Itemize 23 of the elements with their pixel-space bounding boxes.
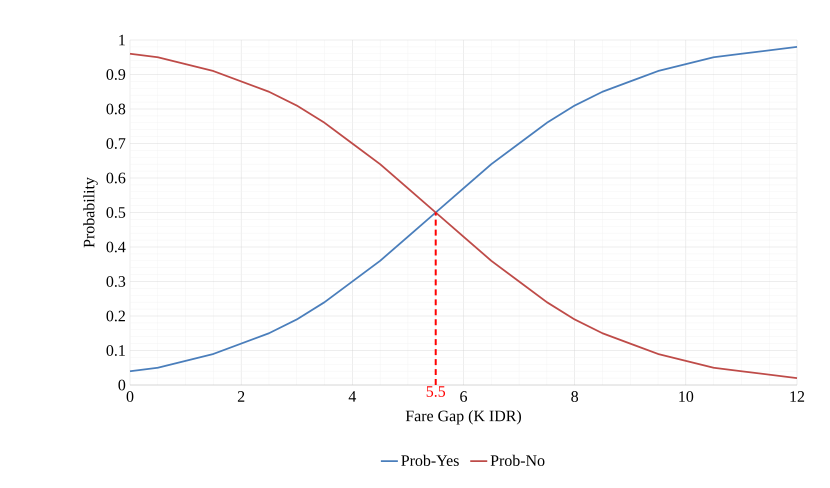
x-tick-label: 10 <box>679 391 694 402</box>
y-tick-label: 0.2 <box>106 310 125 322</box>
y-tick-label: 0.4 <box>106 242 126 252</box>
x-tick-label: 12 <box>790 391 804 402</box>
y-tick-label: 0.7 <box>106 138 126 149</box>
y-axis-title: Probability <box>83 177 98 248</box>
y-tick-label: 0.6 <box>106 172 126 184</box>
y-tick-label: 0.5 <box>106 207 126 218</box>
y-tick-label: 0 <box>118 380 126 390</box>
x-tick-label: 4 <box>348 391 356 402</box>
x-axis-title: Fare Gap (K IDR) <box>406 410 521 425</box>
y-tick-label: 0.3 <box>106 276 126 287</box>
y-tick-label: 1 <box>119 34 125 46</box>
y-tick-label: 0.8 <box>106 104 126 114</box>
legend-label: Prob-Yes <box>401 454 459 466</box>
ref-line-label: 5.5 <box>426 386 446 397</box>
y-tick-label: 0.9 <box>106 69 126 80</box>
y-tick-label: 0.1 <box>106 345 125 356</box>
x-tick-label: 8 <box>571 391 578 402</box>
legend-label: Prob-No <box>490 454 544 466</box>
x-tick-label: 2 <box>238 391 244 402</box>
x-tick-label: 0 <box>126 391 134 402</box>
x-tick-label: 6 <box>460 391 468 402</box>
